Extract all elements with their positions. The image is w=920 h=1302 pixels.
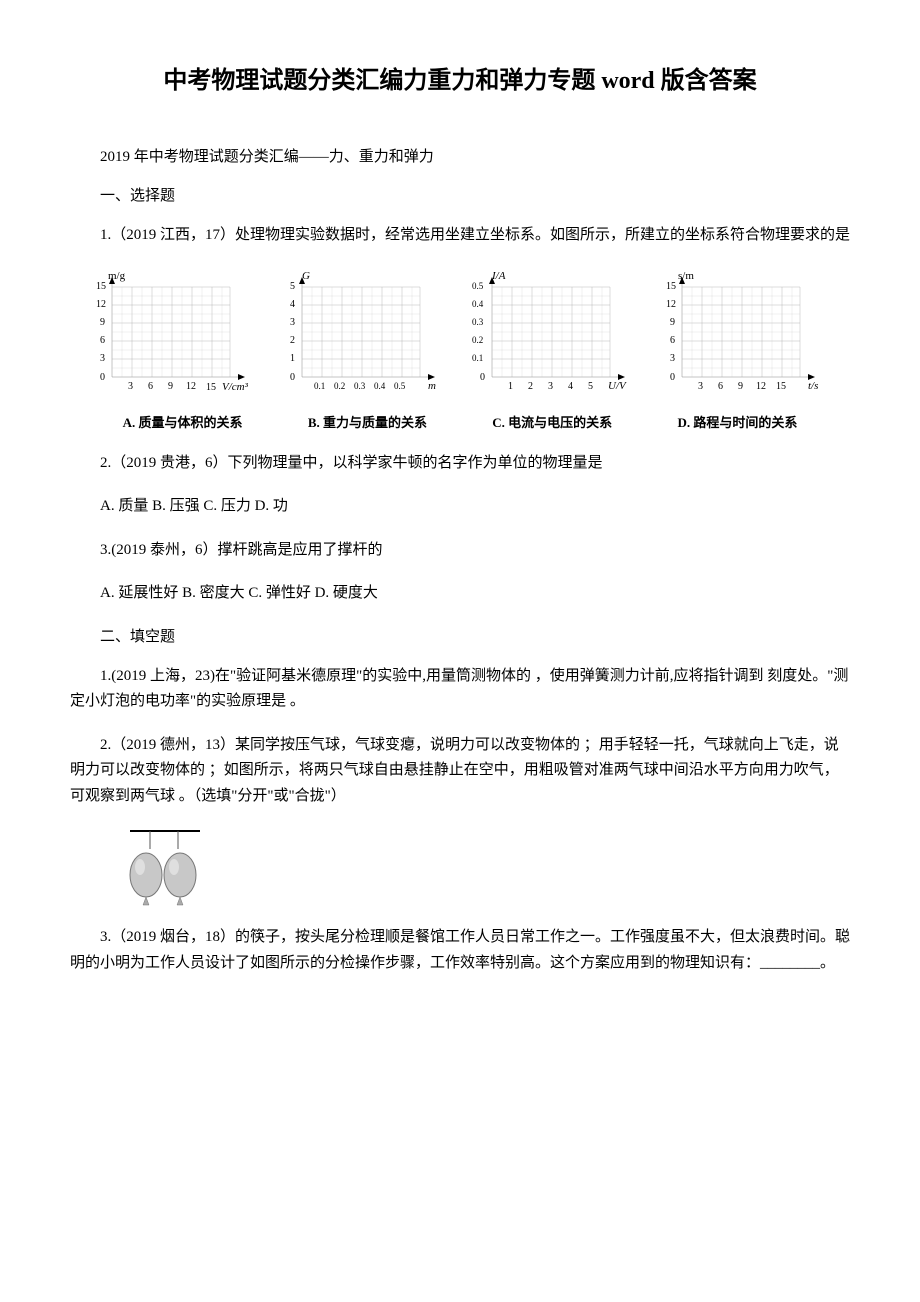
chart-a: m/g 15 12 9 6 3 0 xyxy=(90,267,260,407)
svg-text:12: 12 xyxy=(96,299,106,310)
svg-text:3: 3 xyxy=(100,353,105,364)
svg-text:0: 0 xyxy=(670,372,675,383)
svg-text:9: 9 xyxy=(168,381,173,392)
svg-text:12: 12 xyxy=(186,381,196,392)
svg-text:15: 15 xyxy=(666,281,676,292)
question-2-2: 2.（2019 德州，13）某同学按压气球，气球变瘪，说明力可以改变物体的 ；用… xyxy=(70,733,850,810)
svg-text:0.3: 0.3 xyxy=(472,317,484,327)
chart-c: I/A 0.50.4 0.30.2 0.10 xyxy=(470,267,640,407)
svg-text:3: 3 xyxy=(128,381,133,392)
svg-text:0.3: 0.3 xyxy=(354,381,366,391)
chart-d: s/m 15 12 9 6 3 0 xyxy=(660,267,830,407)
svg-text:12: 12 xyxy=(756,381,766,392)
svg-text:15: 15 xyxy=(776,381,786,392)
question-2-1: 1.(2019 上海，23)在"验证阿基米德原理"的实验中,用量筒测物体的 ，使… xyxy=(70,664,850,715)
svg-text:3: 3 xyxy=(670,353,675,364)
svg-text:6: 6 xyxy=(670,335,675,346)
svg-text:0.5: 0.5 xyxy=(394,381,406,391)
svg-text:0.2: 0.2 xyxy=(334,381,345,391)
question-1-3-options: A. 延展性好 B. 密度大 C. 弹性好 D. 硬度大 xyxy=(70,581,850,607)
svg-text:0.4: 0.4 xyxy=(374,381,386,391)
question-1-1: 1.（2019 江西，17）处理物理实验数据时，经常选用坐建立坐标系。如图所示，… xyxy=(70,223,850,249)
balloon-figure xyxy=(120,827,850,917)
svg-text:0: 0 xyxy=(480,372,485,383)
svg-text:V/cm³: V/cm³ xyxy=(222,381,249,393)
caption-d: D. 路程与时间的关系 xyxy=(677,412,797,431)
svg-text:4: 4 xyxy=(290,299,295,310)
svg-text:0.1: 0.1 xyxy=(314,381,325,391)
svg-text:12: 12 xyxy=(666,299,676,310)
svg-text:3: 3 xyxy=(290,317,295,328)
svg-text:6: 6 xyxy=(148,381,153,392)
section2-header: 二、填空题 xyxy=(70,625,850,646)
svg-text:U/V: U/V xyxy=(608,380,627,392)
svg-text:2: 2 xyxy=(528,381,533,392)
section1-header: 一、选择题 xyxy=(70,184,850,205)
svg-text:15: 15 xyxy=(96,281,106,292)
svg-text:5: 5 xyxy=(290,281,295,292)
question-1-2: 2.（2019 贵港，6）下列物理量中，以科学家牛顿的名字作为单位的物理量是 xyxy=(70,451,850,477)
svg-text:0: 0 xyxy=(290,372,295,383)
question-2-3: 3.（2019 烟台，18）的筷子，按头尾分检理顺是餐馆工作人员日常工作之一。工… xyxy=(70,925,850,976)
svg-text:1: 1 xyxy=(290,353,295,364)
page-title: 中考物理试题分类汇编力重力和弹力专题 word 版含答案 xyxy=(70,60,850,95)
caption-a: A. 质量与体积的关系 xyxy=(123,412,243,431)
svg-text:6: 6 xyxy=(718,381,723,392)
svg-text:0.4: 0.4 xyxy=(472,299,484,309)
svg-text:3: 3 xyxy=(698,381,703,392)
svg-text:0.2: 0.2 xyxy=(472,335,483,345)
svg-text:4: 4 xyxy=(568,381,573,392)
svg-text:2: 2 xyxy=(290,335,295,346)
svg-text:1: 1 xyxy=(508,381,513,392)
svg-text:9: 9 xyxy=(670,317,675,328)
svg-text:0.5: 0.5 xyxy=(472,281,484,291)
subtitle: 2019 年中考物理试题分类汇编——力、重力和弹力 xyxy=(70,145,850,166)
svg-text:9: 9 xyxy=(738,381,743,392)
chart-b: G 54 32 10 xyxy=(280,267,450,407)
chart-captions: A. 质量与体积的关系 B. 重力与质量的关系 C. 电流与电压的关系 D. 路… xyxy=(70,412,850,431)
charts-row: m/g 15 12 9 6 3 0 xyxy=(70,267,850,407)
svg-text:9: 9 xyxy=(100,317,105,328)
svg-text:0.1: 0.1 xyxy=(472,353,483,363)
svg-text:t/s: t/s xyxy=(808,380,818,392)
question-1-2-options: A. 质量 B. 压强 C. 压力 D. 功 xyxy=(70,494,850,520)
svg-text:m: m xyxy=(428,380,436,392)
svg-text:6: 6 xyxy=(100,335,105,346)
svg-text:3: 3 xyxy=(548,381,553,392)
caption-b: B. 重力与质量的关系 xyxy=(308,412,427,431)
svg-text:s/m: s/m xyxy=(678,270,694,282)
svg-text:0: 0 xyxy=(100,372,105,383)
svg-text:15: 15 xyxy=(206,382,216,393)
question-1-3: 3.(2019 泰州，6）撑杆跳高是应用了撑杆的 xyxy=(70,538,850,564)
svg-text:5: 5 xyxy=(588,381,593,392)
caption-c: C. 电流与电压的关系 xyxy=(492,412,612,431)
